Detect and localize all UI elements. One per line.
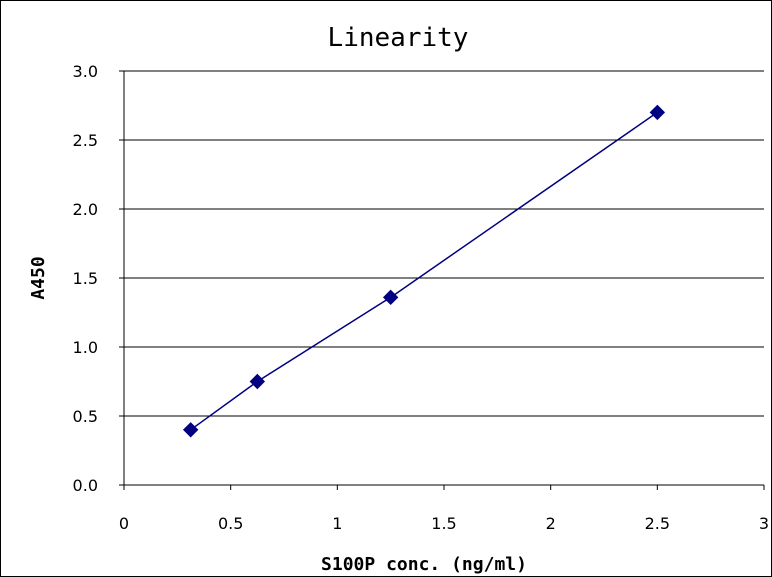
x-tick-label-2: 1 xyxy=(332,514,342,533)
chart-title: Linearity xyxy=(328,23,469,53)
x-tick-label-1: 0.5 xyxy=(218,514,243,533)
y-tick-label-5: 2.5 xyxy=(73,131,98,150)
ticks-layer: 0.0 0.5 1.0 1.5 2.0 2.5 3.0 0 0.5 1 1.5 2 2.5 3 xyxy=(73,62,770,533)
y-axis-label: A450 xyxy=(28,256,49,299)
y-tick-label-2: 1.0 xyxy=(73,338,98,357)
data-point-1 xyxy=(249,373,266,390)
y-tick-label-3: 1.5 xyxy=(73,269,98,288)
axes-layer xyxy=(119,70,765,490)
x-tick-label-0: 0 xyxy=(119,514,129,533)
y-tick-label-6: 3.0 xyxy=(73,62,98,81)
y-tick-label-1: 0.5 xyxy=(73,407,98,426)
series-line-0 xyxy=(190,111,658,431)
x-tick-label-5: 2.5 xyxy=(645,514,670,533)
data-point-2 xyxy=(382,289,399,306)
y-tick-label-4: 2.0 xyxy=(73,200,98,219)
data-point-3 xyxy=(649,104,666,121)
y-tick-label-0: 0.0 xyxy=(73,476,98,495)
grid-layer xyxy=(124,70,764,417)
x-tick-label-6: 3 xyxy=(759,514,769,533)
x-axis-label: S100P conc. (ng/ml) xyxy=(321,554,527,575)
x-tick-label-4: 2 xyxy=(546,514,556,533)
series-layer xyxy=(182,104,666,438)
data-point-0 xyxy=(182,422,199,438)
x-tick-label-3: 1.5 xyxy=(431,514,456,533)
